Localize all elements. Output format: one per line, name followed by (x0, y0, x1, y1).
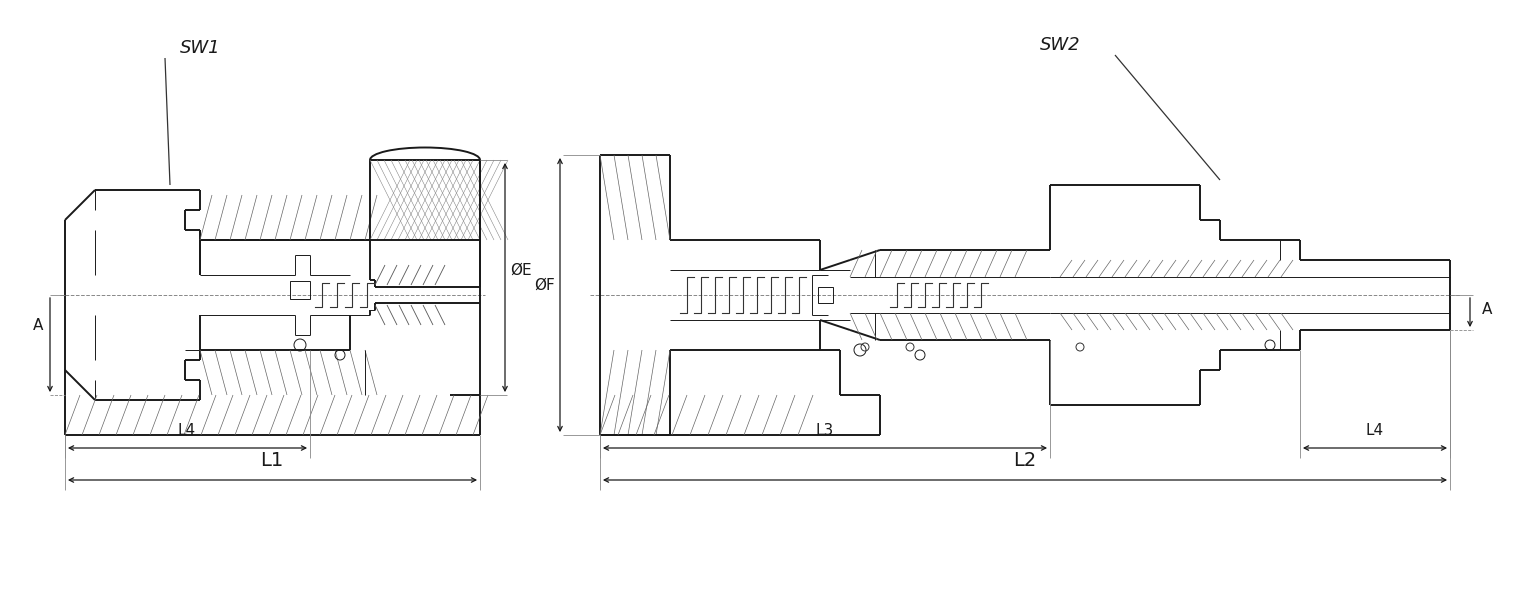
Text: ØE: ØE (510, 263, 532, 277)
Bar (819, 287, 832, 303)
Text: L4: L4 (1366, 423, 1384, 438)
Text: L1: L1 (261, 451, 284, 470)
Text: A: A (1482, 302, 1492, 317)
Text: L4: L4 (178, 423, 196, 438)
Text: SW2: SW2 (1039, 36, 1081, 54)
Text: L2: L2 (1013, 451, 1036, 470)
Text: SW1: SW1 (179, 39, 221, 57)
Text: L3: L3 (816, 423, 834, 438)
Bar (290, 281, 310, 299)
Text: ØF: ØF (533, 277, 555, 292)
Text: A: A (32, 317, 43, 332)
